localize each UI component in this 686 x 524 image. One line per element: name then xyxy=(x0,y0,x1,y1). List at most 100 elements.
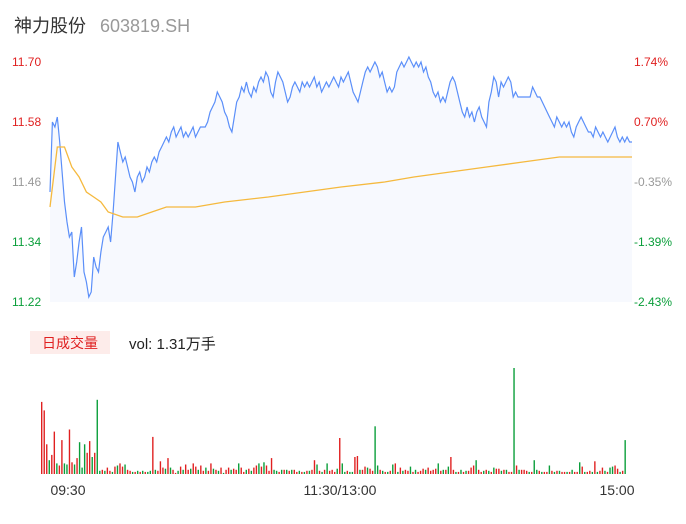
volume-bar xyxy=(321,471,323,474)
percent-tick: 0.70% xyxy=(634,115,668,129)
volume-bar xyxy=(220,467,222,474)
volume-bar xyxy=(61,440,63,474)
volume-bar xyxy=(86,452,88,474)
volume-bar xyxy=(369,468,371,474)
volume-bar xyxy=(48,460,50,474)
volume-bar xyxy=(114,466,116,474)
volume-bar xyxy=(404,469,407,474)
volume-summary: vol: 1.31万手 xyxy=(129,336,216,353)
volume-bar xyxy=(455,471,457,474)
volume-bar xyxy=(192,463,194,474)
volume-bar xyxy=(142,470,144,474)
volume-bar xyxy=(154,469,157,474)
volume-bar xyxy=(167,458,169,474)
volume-bar xyxy=(260,466,263,474)
volume-bar xyxy=(563,471,566,474)
volume-bar xyxy=(197,469,199,474)
volume-bar xyxy=(513,368,515,474)
volume-bar xyxy=(510,471,513,474)
volume-bar xyxy=(427,467,429,474)
volume-bar xyxy=(235,469,237,474)
volume-bar xyxy=(419,470,422,474)
volume-bar xyxy=(318,470,321,474)
volume-bar xyxy=(561,471,563,474)
price-tick: 11.46 xyxy=(12,175,41,189)
percent-tick: -0.35% xyxy=(634,175,672,189)
volume-bar xyxy=(528,471,530,474)
volume-bar xyxy=(359,469,361,474)
volume-bar xyxy=(139,471,141,474)
volume-bar xyxy=(475,460,477,474)
volume-bar xyxy=(78,442,81,474)
volume-bar xyxy=(407,470,409,474)
volume-bar xyxy=(94,452,96,474)
volume-bar xyxy=(546,471,548,474)
price-axis: 11.70 11.58 11.46 11.34 11.22 xyxy=(12,55,41,309)
volume-bar xyxy=(243,471,245,474)
volume-bar xyxy=(392,464,394,474)
volume-bar xyxy=(222,472,225,474)
volume-bar xyxy=(111,471,114,474)
volume-bar xyxy=(495,468,498,474)
volume-bar xyxy=(576,471,578,474)
volume-bar xyxy=(366,467,369,474)
price-line xyxy=(49,55,632,299)
volume-bar xyxy=(159,461,162,474)
volume-bar xyxy=(376,465,379,474)
volume-bar xyxy=(621,470,624,474)
volume-bar xyxy=(71,462,73,474)
volume-bar xyxy=(344,471,346,474)
volume-bar xyxy=(341,463,343,474)
volume-bar xyxy=(144,471,146,474)
volume-bar xyxy=(389,470,391,474)
volume-bar xyxy=(432,469,434,474)
volume-bar xyxy=(381,470,384,474)
volume-bar xyxy=(508,471,510,474)
time-tick: 15:00 xyxy=(599,482,634,498)
volume-bar xyxy=(394,463,397,474)
volume-bar xyxy=(83,444,86,474)
volume-bar xyxy=(106,467,109,474)
volume-bar xyxy=(379,469,381,474)
volume-bar xyxy=(339,438,341,474)
volume-bar xyxy=(147,471,149,474)
volume-bar xyxy=(240,467,242,474)
volume-bar xyxy=(116,465,119,474)
volume-bar xyxy=(543,471,546,474)
volume-bar xyxy=(250,470,253,474)
volume-bar xyxy=(217,470,220,474)
volume-bar xyxy=(452,469,455,474)
price-tick: 11.70 xyxy=(12,55,41,69)
volume-bar xyxy=(351,471,354,474)
stock-name: 神力股份 xyxy=(14,16,86,36)
volume-bar xyxy=(205,467,207,474)
time-tick: 11:30/13:00 xyxy=(304,482,377,498)
volume-bar xyxy=(465,470,467,474)
volume-bar xyxy=(558,470,561,474)
volume-bar xyxy=(538,470,540,474)
price-tick: 11.22 xyxy=(12,295,41,309)
volume-bar xyxy=(467,470,470,474)
volume-bar xyxy=(435,468,437,474)
volume-bar xyxy=(263,462,265,474)
volume-bar xyxy=(498,468,500,474)
volume-bar xyxy=(457,471,460,474)
volume-bar xyxy=(624,440,626,474)
volume-bar xyxy=(316,464,318,474)
percent-axis: 1.74% 0.70% -0.35% -1.39% -2.43% xyxy=(634,55,672,309)
volume-bar xyxy=(230,469,232,474)
volume-bar xyxy=(505,469,508,474)
volume-bar xyxy=(541,471,543,474)
volume-bar xyxy=(586,471,588,474)
volume-bar xyxy=(594,461,596,474)
volume-bar xyxy=(604,470,606,474)
volume-bar xyxy=(179,466,182,474)
volume-bar xyxy=(245,469,247,474)
volume-bar xyxy=(589,470,591,474)
volume-bar xyxy=(609,467,611,474)
volume-bar xyxy=(162,467,164,474)
volume-bar xyxy=(296,471,298,474)
volume-bar xyxy=(63,463,66,474)
volume-bar xyxy=(164,468,167,474)
volume-bar xyxy=(68,429,71,474)
